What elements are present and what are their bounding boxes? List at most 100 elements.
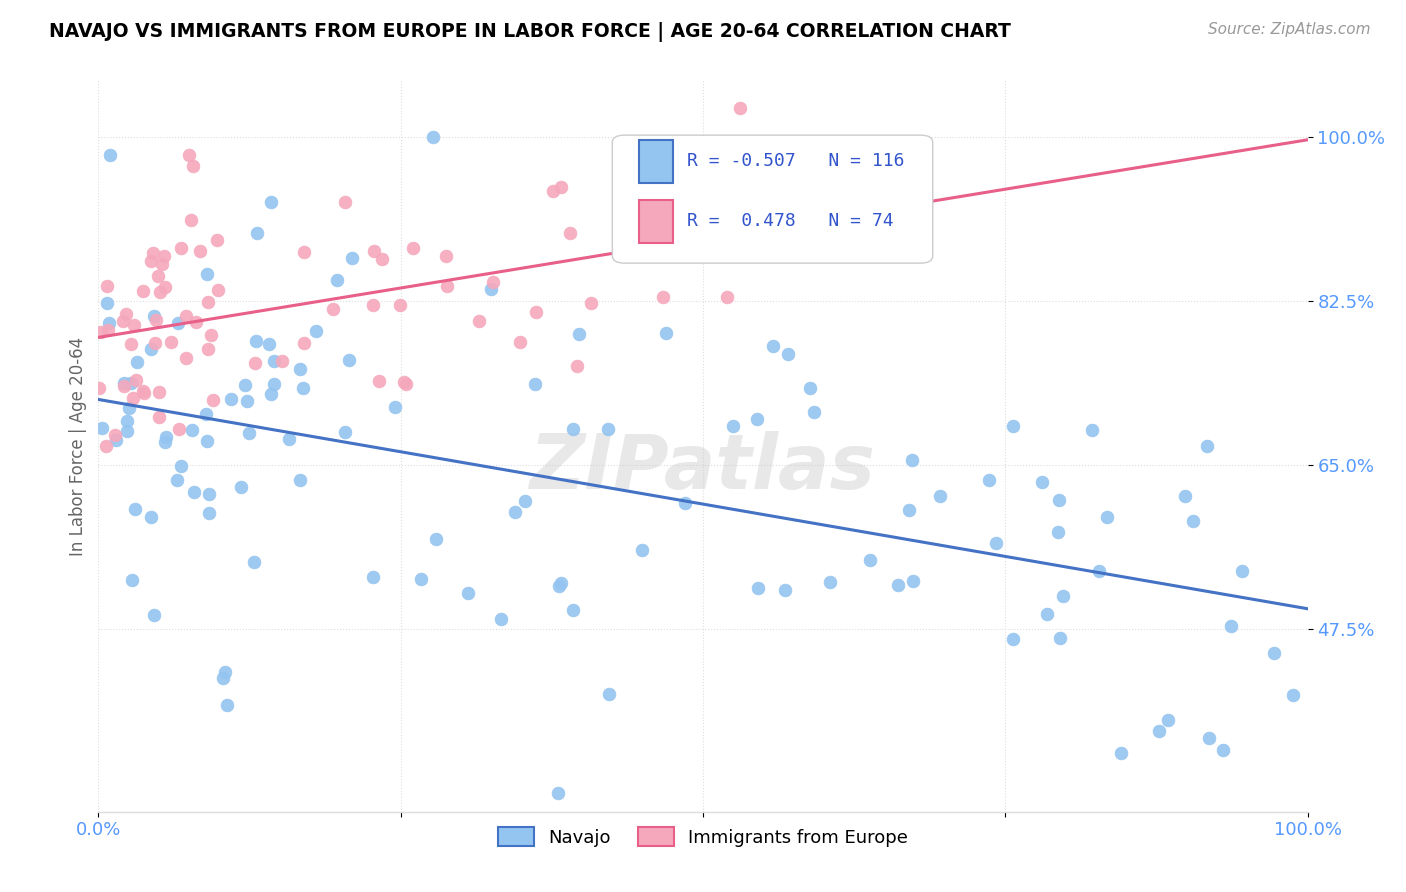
Point (1109, 747, 1132, 761)
Point (901, 574, 924, 589)
Text: Source: ZipAtlas.com: Source: ZipAtlas.com (1208, 22, 1371, 37)
Point (141, 254, 163, 268)
Point (160, 334, 183, 349)
Point (122, 318, 145, 332)
Point (115, 307, 138, 321)
Point (547, 578, 569, 592)
Point (361, 298, 384, 312)
Point (977, 473, 1000, 487)
Point (141, 343, 163, 357)
Point (434, 249, 457, 263)
Point (929, 490, 952, 504)
Point (775, 582, 797, 597)
Point (745, 412, 768, 426)
Point (91, 421, 114, 435)
Point (214, 665, 236, 680)
Point (292, 244, 315, 259)
Point (422, 129, 444, 144)
Point (90, 326, 112, 340)
Point (598, 687, 620, 701)
Point (468, 314, 491, 328)
Point (1230, 564, 1253, 578)
Point (179, 148, 201, 162)
Point (409, 572, 432, 586)
Point (1001, 418, 1024, 433)
Point (89, 381, 111, 395)
Point (120, 337, 142, 351)
Point (122, 392, 145, 406)
Point (118, 401, 141, 415)
Point (335, 425, 357, 439)
Point (219, 392, 242, 407)
Point (340, 251, 363, 265)
Point (142, 246, 165, 260)
Point (728, 102, 751, 116)
Point (246, 226, 269, 240)
Legend: Navajo, Immigrants from Europe: Navajo, Immigrants from Europe (491, 820, 915, 854)
Point (1198, 731, 1220, 746)
Point (818, 575, 841, 590)
Point (1147, 723, 1170, 738)
Point (799, 381, 821, 395)
Point (103, 428, 125, 442)
Point (631, 542, 654, 557)
Point (886, 578, 908, 592)
Y-axis label: In Labor Force | Age 20-64: In Labor Force | Age 20-64 (69, 336, 87, 556)
Point (131, 284, 153, 298)
Point (143, 335, 166, 350)
Point (288, 361, 311, 376)
Point (112, 313, 135, 327)
Point (153, 280, 176, 294)
Point (1157, 713, 1180, 727)
Point (115, 424, 138, 438)
Point (361, 570, 384, 584)
Point (673, 496, 696, 510)
Point (142, 607, 165, 622)
Point (762, 339, 785, 353)
Point (96, 295, 118, 310)
Point (384, 400, 406, 414)
Point (174, 310, 197, 324)
Point (195, 267, 218, 281)
Point (550, 179, 572, 194)
Point (395, 377, 418, 392)
Point (236, 394, 259, 409)
Point (150, 257, 173, 271)
Point (277, 432, 299, 446)
Point (198, 506, 221, 520)
Point (778, 346, 800, 360)
Point (155, 430, 177, 444)
Point (509, 334, 531, 349)
Point (167, 316, 190, 330)
Point (363, 244, 385, 258)
Point (690, 202, 713, 216)
Point (290, 474, 312, 488)
Point (1095, 509, 1118, 524)
Point (170, 459, 193, 474)
Point (550, 575, 572, 590)
Point (1047, 493, 1070, 508)
Point (581, 296, 603, 310)
Point (523, 376, 546, 391)
Point (392, 375, 415, 389)
FancyBboxPatch shape (613, 135, 932, 263)
Point (513, 494, 536, 508)
Point (333, 194, 356, 209)
Point (180, 423, 202, 437)
Point (120, 376, 142, 390)
Point (1087, 564, 1109, 578)
Point (984, 536, 1007, 550)
Point (1282, 688, 1305, 702)
Point (197, 487, 219, 501)
Point (197, 295, 219, 310)
Point (145, 313, 167, 327)
Point (436, 279, 458, 293)
Bar (638, 200, 673, 243)
Point (180, 212, 202, 227)
Point (96, 279, 118, 293)
Point (243, 356, 266, 370)
Point (326, 273, 349, 287)
Point (541, 184, 564, 198)
Point (1052, 589, 1074, 603)
Point (489, 611, 512, 625)
